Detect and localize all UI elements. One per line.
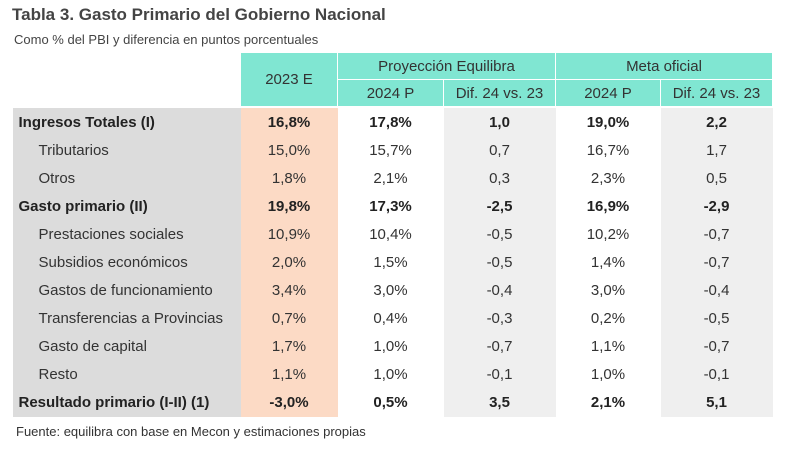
row-label: Resultado primario (I-II) (1) [12,388,241,418]
row-label: Gastos de funcionamiento [12,276,241,305]
table-body: Ingresos Totales (I) 16,8% 17,8% 1,0 19,0% 2,… [12,105,773,418]
cell: 1,0% [337,332,444,361]
cell: -0,7 [660,220,773,249]
cell: 3,4% [240,276,338,305]
table-row: Prestaciones sociales 10,9% 10,4% -0,5 10,2%… [12,220,773,249]
row-label: Resto [12,360,241,389]
cell: -0,3 [443,304,556,333]
table-row: Gasto de capital 1,7% 1,0% -0,7 1,1% -0,7 [12,332,773,361]
cell: 15,7% [337,136,444,165]
cell: 1,0% [555,360,661,389]
table-row: Ingresos Totales (I) 16,8% 17,8% 1,0 19,0% 2,… [12,105,773,137]
cell: 5,1 [660,388,773,418]
cell: 1,7% [240,332,338,361]
cell: 1,0 [443,105,556,137]
cell: 10,9% [240,220,338,249]
cell: 17,3% [337,192,444,221]
title: Tabla 3. Gasto Primario del Gobierno Nac… [12,5,386,24]
cell: 10,4% [337,220,444,249]
group-header: Proyección Equilibra [337,52,556,80]
row-label: Otros [12,164,241,193]
source: Fuente: equilibra con base en Mecon y es… [16,424,366,439]
cell: -0,5 [443,220,556,249]
group-header: Meta oficial [555,52,773,80]
table-row: Gastos de funcionamiento 3,4% 3,0% -0,4 3,0%… [12,276,773,305]
cell: 1,0% [337,360,444,389]
row-label: Gasto de capital [12,332,241,361]
row-label: Transferencias a Provincias [12,304,241,333]
cell: 1,5% [337,248,444,277]
cell: 15,0% [240,136,338,165]
cell: 1,7 [660,136,773,165]
cell: -0,5 [660,304,773,333]
cell: 1,1% [240,360,338,389]
cell: 19,0% [555,105,661,137]
table-row: Resto 1,1% 1,0% -0,1 1,0% -0,1 [12,360,773,389]
cell: 2,0% [240,248,338,277]
cell: 3,0% [337,276,444,305]
header-cell: 2024 P [555,79,661,108]
header-cell: Dif. 24 vs. 23 [443,79,556,108]
cell: 16,8% [240,105,338,137]
cell: 2,1% [555,388,661,418]
header-cell: Dif. 24 vs. 23 [660,79,773,108]
row-label: Gasto primario (II) [12,192,241,221]
cell: -0,7 [443,332,556,361]
cell: 2,1% [337,164,444,193]
cell: 0,4% [337,304,444,333]
subtitle: Como % del PBI y diferencia en puntos po… [14,32,319,47]
table-row: Otros 1,8% 2,1% 0,3 2,3% 0,5 [12,164,773,193]
row-label: Tributarios [12,136,241,165]
cell: 1,1% [555,332,661,361]
cell: -0,7 [660,248,773,277]
cell: 19,8% [240,192,338,221]
cell: 10,2% [555,220,661,249]
cell: 3,5 [443,388,556,418]
cell: 2,3% [555,164,661,193]
header-cell: 2023 E [240,52,338,108]
table-row: Transferencias a Provincias 0,7% 0,4% -0,3 0… [12,304,773,333]
cell: -2,9 [660,192,773,221]
table-row: Resultado primario (I-II) (1) -3,0% 0,5% 3,… [12,388,773,418]
cell: 0,7% [240,304,338,333]
cell: -3,0% [240,388,338,418]
table-row: Subsidios económicos 2,0% 1,5% -0,5 1,4% -0,7 [12,248,773,277]
cell: 1,8% [240,164,338,193]
cell: 0,2% [555,304,661,333]
cell: 2,2 [660,105,773,137]
cell: -0,5 [443,248,556,277]
row-label: Subsidios económicos [12,248,241,277]
cell: -0,1 [660,360,773,389]
row-label: Ingresos Totales (I) [12,105,241,137]
table-row: Tributarios 15,0% 15,7% 0,7 16,7% 1,7 [12,136,773,165]
cell: 0,5 [660,164,773,193]
cell: 1,4% [555,248,661,277]
cell: 3,0% [555,276,661,305]
header-cell: 2024 P [337,79,444,108]
header-blank [12,52,241,108]
cell: -2,5 [443,192,556,221]
cell: 0,7 [443,136,556,165]
data-table: 2023 E Proyección Equilibra Meta oficial… [12,52,773,418]
cell: 16,7% [555,136,661,165]
cell: -0,1 [443,360,556,389]
cell: 16,9% [555,192,661,221]
row-label: Prestaciones sociales [12,220,241,249]
cell: 17,8% [337,105,444,137]
cell: -0,4 [660,276,773,305]
cell: 0,3 [443,164,556,193]
table-row: Gasto primario (II) 19,8% 17,3% -2,5 16,9% -2… [12,192,773,221]
cell: -0,4 [443,276,556,305]
cell: 0,5% [337,388,444,418]
cell: -0,7 [660,332,773,361]
